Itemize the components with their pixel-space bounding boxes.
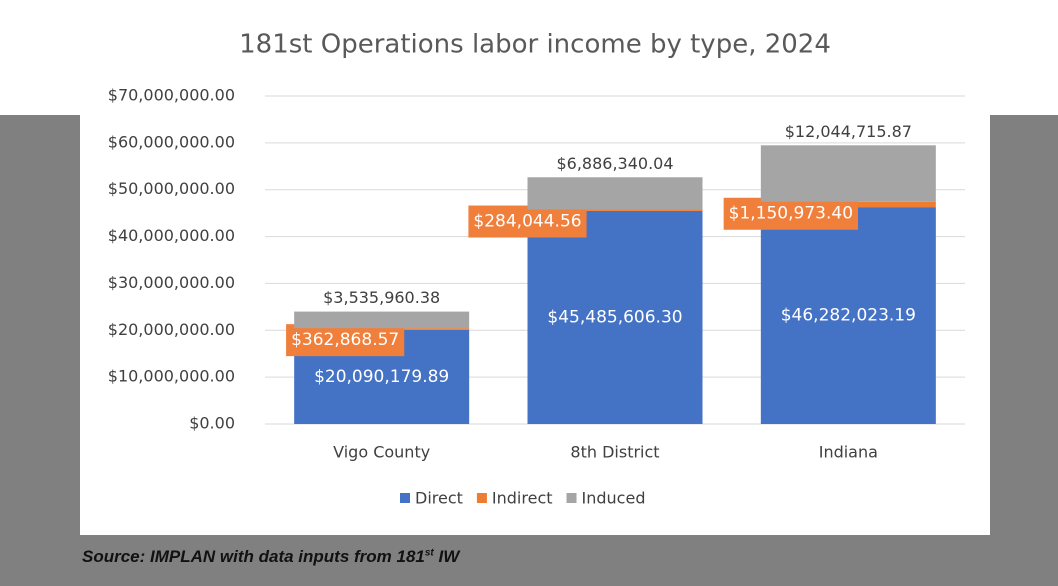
chart-title: 181st Operations labor income by type, 2… bbox=[239, 30, 831, 60]
x-tick-label: Vigo County bbox=[333, 443, 430, 462]
y-tick-label: $10,000,000.00 bbox=[108, 367, 235, 386]
y-tick-label: $70,000,000.00 bbox=[108, 86, 235, 105]
y-tick-label: $60,000,000.00 bbox=[108, 132, 235, 151]
legend-label: Indirect bbox=[492, 489, 553, 508]
bar-segment bbox=[760, 145, 936, 202]
y-tick-label: $30,000,000.00 bbox=[108, 273, 235, 292]
bar-segment bbox=[527, 210, 703, 424]
data-label-box bbox=[723, 197, 859, 230]
legend-label: Induced bbox=[582, 489, 646, 508]
data-label: $1,150,973.40 bbox=[729, 204, 853, 224]
legend-swatch bbox=[566, 493, 577, 503]
data-label-box bbox=[286, 324, 405, 357]
bar-segment bbox=[527, 209, 703, 211]
x-tick-label: Indiana bbox=[819, 443, 878, 462]
y-tick-label: $0.00 bbox=[189, 414, 235, 433]
source-text: IW bbox=[433, 547, 460, 566]
data-label: $12,044,715.87 bbox=[785, 122, 912, 141]
legend-label: Direct bbox=[415, 489, 463, 508]
x-tick-label: 8th District bbox=[570, 443, 659, 462]
data-label: $45,485,606.30 bbox=[547, 307, 682, 327]
source-note: Source: IMPLAN with data inputs from 181… bbox=[82, 547, 459, 567]
data-label: $6,886,340.04 bbox=[556, 154, 673, 173]
data-label: $284,044.56 bbox=[473, 212, 581, 232]
source-sup: st bbox=[424, 547, 434, 559]
data-label: $362,868.57 bbox=[291, 330, 399, 350]
bar-segment bbox=[294, 311, 470, 329]
data-label: $46,282,023.19 bbox=[781, 306, 916, 326]
y-tick-label: $40,000,000.00 bbox=[108, 226, 235, 245]
bar-segment bbox=[760, 207, 936, 424]
bar-segment bbox=[527, 177, 703, 210]
data-label-box bbox=[468, 205, 587, 238]
legend-swatch bbox=[476, 493, 487, 503]
data-label: $3,535,960.38 bbox=[323, 288, 440, 307]
source-text: Source: IMPLAN with data inputs from 181 bbox=[82, 547, 425, 566]
y-tick-label: $50,000,000.00 bbox=[108, 179, 235, 198]
data-label: $20,090,179.89 bbox=[314, 367, 449, 387]
y-tick-label: $20,000,000.00 bbox=[108, 320, 235, 339]
legend-swatch bbox=[400, 493, 410, 503]
